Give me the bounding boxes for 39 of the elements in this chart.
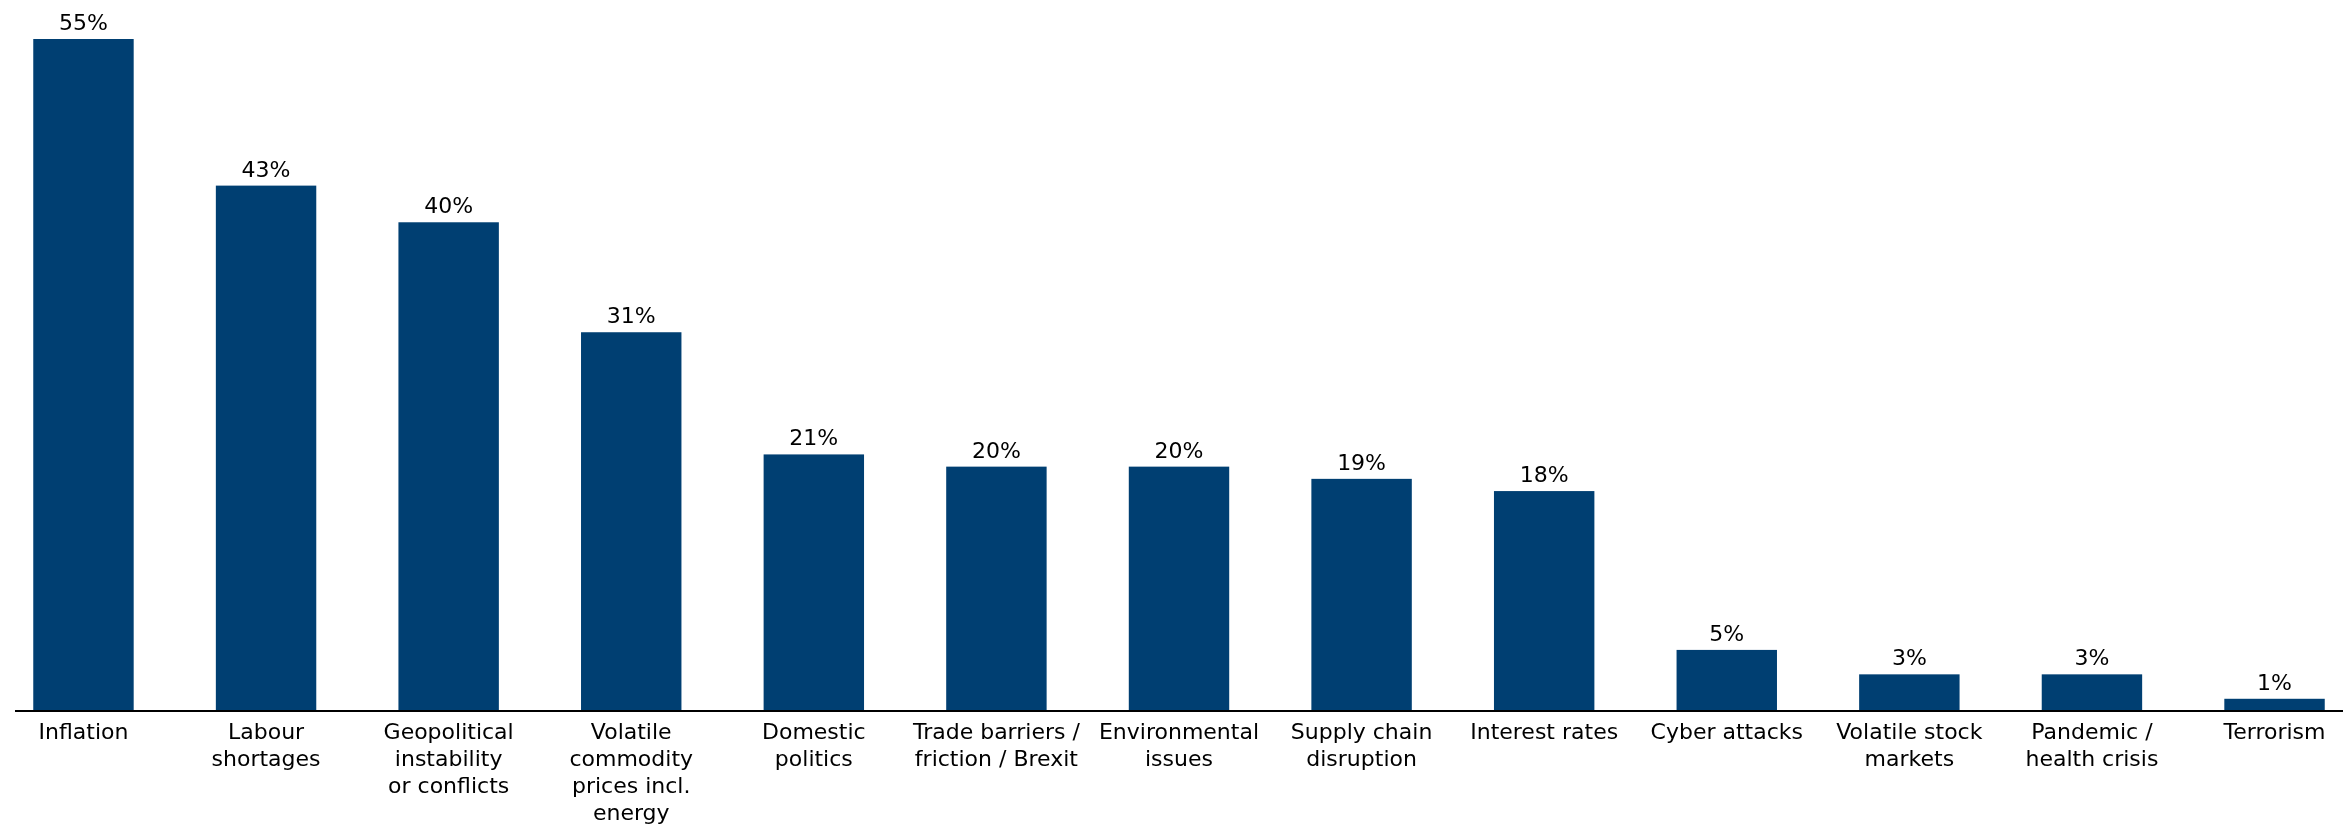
bar: [1676, 649, 1777, 711]
data-label: 20%: [971, 437, 1021, 463]
x-tick-label: Terrorism: [2222, 719, 2326, 744]
bar: [398, 222, 499, 711]
bar: [2224, 698, 2325, 711]
bar: [1493, 491, 1595, 711]
bar: [1311, 478, 1412, 711]
bar: [1859, 674, 1960, 711]
bar: [946, 466, 1047, 711]
bar: [33, 39, 134, 711]
x-tick-label: Cyber attacks: [1650, 719, 1803, 744]
data-label: 1%: [2257, 669, 2292, 695]
x-tick-label: Labour shortages: [211, 719, 321, 771]
data-label: 55%: [59, 10, 108, 35]
data-label: 18%: [1519, 462, 1569, 488]
x-tick-label: Environmental issues: [1098, 719, 1260, 771]
data-label: 5%: [1709, 620, 1745, 646]
x-tick-label: Domestic politics: [761, 719, 866, 771]
x-tick-label: Interest rates: [1470, 719, 1619, 744]
x-tick-label: Volatile stock markets: [1836, 719, 1983, 771]
data-label: 3%: [1891, 645, 1927, 671]
bar: [763, 454, 865, 711]
data-label: 20%: [1154, 437, 1204, 463]
bar: [2041, 674, 2143, 711]
x-tick-label: Supply chain disruption: [1290, 719, 1433, 771]
data-label: 19%: [1337, 449, 1387, 475]
bar: [581, 332, 682, 711]
x-tick-label: Trade barriers / friction / Brexit: [911, 719, 1081, 771]
data-label: 3%: [2074, 645, 2110, 671]
data-label: 21%: [789, 425, 839, 451]
data-label: 40%: [424, 193, 474, 219]
data-label: 43%: [241, 156, 291, 182]
bar: [215, 185, 317, 711]
bar: [1128, 466, 1230, 711]
x-tick-label: Inflation: [38, 719, 129, 744]
x-tick-label: Volatile commodity prices incl. energy: [569, 719, 694, 825]
x-tick-label: Pandemic / health crisis: [2025, 719, 2159, 771]
x-tick-label: Geopolitical instability or conflicts: [383, 719, 514, 798]
data-label: 31%: [606, 303, 656, 329]
